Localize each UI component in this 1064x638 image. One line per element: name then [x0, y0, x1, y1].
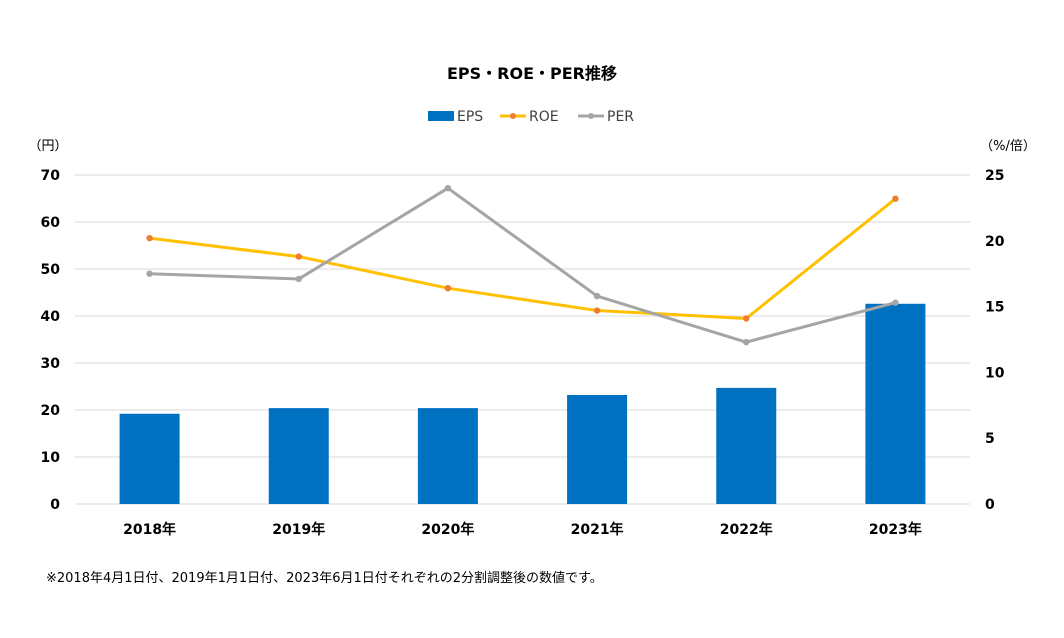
- per-point: [743, 338, 750, 346]
- legend-marker: [588, 113, 594, 119]
- per-point: [892, 299, 899, 306]
- left-tick-label: 70: [41, 168, 61, 184]
- legend-swatch: [428, 111, 454, 121]
- footnote: ※2018年4月1日付、2019年1月1日付、2023年6月1日付それぞれの2分…: [46, 570, 603, 586]
- x-tick-label: 2020年: [421, 521, 474, 538]
- legend-item-eps: EPS: [428, 109, 483, 125]
- left-tick-label: 10: [41, 450, 61, 466]
- eps-bar: [268, 408, 329, 504]
- eps-bar: [716, 387, 777, 504]
- legend: EPS ROE PER: [428, 109, 634, 125]
- per-point: [295, 275, 302, 283]
- x-tick-label: 2018年: [123, 521, 176, 538]
- roe-point: [743, 315, 750, 322]
- roe-point: [444, 284, 452, 292]
- gridlines: [75, 174, 970, 505]
- roe-line: [149, 197, 897, 320]
- legend-label: PER: [607, 109, 634, 125]
- eps-bar: [119, 413, 180, 504]
- roe-point: [295, 253, 302, 260]
- left-tick-label: 0: [50, 497, 60, 513]
- roe-point: [593, 307, 601, 314]
- right-tick-label: 10: [985, 365, 1005, 381]
- line-series: [146, 184, 899, 346]
- eps-bar: [567, 394, 628, 504]
- x-tick-label: 2021年: [571, 521, 624, 538]
- eps-bars: [119, 303, 926, 504]
- right-tick-label: 25: [985, 168, 1004, 184]
- legend-item-roe: ROE: [500, 109, 559, 125]
- left-tick-label: 60: [41, 215, 61, 231]
- x-tick-label: 2022年: [720, 521, 773, 538]
- left-axis-ticks: 0 10 20 30 40 50 60 70: [41, 168, 61, 513]
- per-line: [149, 186, 896, 344]
- right-tick-label: 20: [985, 234, 1005, 250]
- roe-point: [146, 234, 153, 242]
- chart-title: EPS・ROE・PER推移: [447, 64, 617, 83]
- left-tick-label: 30: [41, 356, 61, 372]
- per-point: [146, 270, 153, 277]
- right-tick-label: 5: [985, 431, 995, 447]
- legend-item-per: PER: [578, 109, 634, 125]
- per-point: [444, 184, 452, 192]
- legend-label: ROE: [529, 109, 559, 125]
- right-axis-ticks: 0 5 10 15 20 25: [985, 168, 1005, 513]
- x-tick-label: 2023年: [869, 521, 922, 538]
- x-axis-labels: 2018年 2019年 2020年 2021年 2022年 2023年: [123, 521, 922, 538]
- right-tick-label: 0: [985, 497, 995, 513]
- x-tick-label: 2019年: [272, 521, 325, 538]
- roe-point: [892, 195, 899, 202]
- per-point: [593, 292, 601, 300]
- legend-marker: [510, 113, 516, 119]
- legend-label: EPS: [457, 109, 483, 125]
- left-tick-label: 50: [41, 262, 61, 278]
- left-tick-label: 20: [41, 403, 61, 419]
- eps-bar: [417, 408, 478, 504]
- left-axis-unit: （円）: [28, 139, 67, 154]
- right-axis-unit: （%/倍）: [980, 139, 1036, 154]
- eps-bar: [865, 303, 926, 504]
- right-tick-label: 15: [985, 300, 1004, 316]
- left-tick-label: 40: [41, 309, 61, 325]
